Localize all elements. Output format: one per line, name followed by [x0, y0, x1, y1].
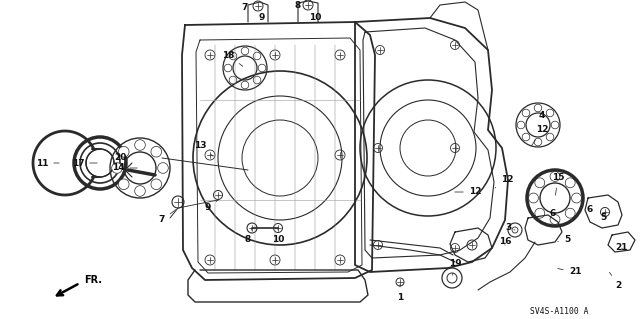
- Circle shape: [224, 64, 232, 72]
- Circle shape: [253, 52, 261, 60]
- Circle shape: [134, 186, 145, 196]
- Circle shape: [241, 47, 249, 55]
- Circle shape: [522, 109, 530, 117]
- Circle shape: [551, 121, 559, 129]
- Text: 18: 18: [221, 50, 243, 66]
- Text: 10: 10: [309, 13, 321, 23]
- Circle shape: [118, 146, 129, 157]
- Text: 1: 1: [397, 285, 403, 301]
- Text: 5: 5: [557, 235, 570, 244]
- Circle shape: [112, 163, 122, 173]
- Circle shape: [550, 215, 560, 225]
- Text: 12: 12: [532, 125, 548, 146]
- Text: 21: 21: [557, 268, 581, 277]
- Text: 10: 10: [272, 228, 284, 244]
- Text: 8: 8: [295, 2, 301, 11]
- Text: 13: 13: [194, 140, 213, 156]
- Circle shape: [134, 140, 145, 150]
- Circle shape: [534, 104, 542, 112]
- Circle shape: [529, 193, 538, 203]
- Text: 12: 12: [455, 188, 481, 197]
- Text: 19: 19: [449, 258, 461, 275]
- Text: 14: 14: [112, 164, 137, 173]
- Circle shape: [253, 76, 261, 84]
- Text: 3: 3: [505, 224, 515, 233]
- Circle shape: [157, 163, 168, 173]
- Circle shape: [241, 81, 249, 89]
- Circle shape: [534, 138, 542, 146]
- Text: 15: 15: [552, 174, 564, 195]
- Text: 16: 16: [499, 238, 511, 247]
- Text: 9: 9: [205, 200, 218, 212]
- Text: 12: 12: [495, 175, 513, 188]
- Circle shape: [546, 109, 554, 117]
- Circle shape: [535, 178, 545, 188]
- Circle shape: [565, 178, 575, 188]
- Text: 4: 4: [538, 110, 545, 125]
- Circle shape: [550, 172, 560, 182]
- Text: 7: 7: [159, 210, 176, 225]
- Circle shape: [517, 121, 525, 129]
- Text: 8: 8: [245, 228, 252, 244]
- Text: 6: 6: [550, 209, 556, 218]
- Circle shape: [229, 76, 237, 84]
- Circle shape: [572, 193, 582, 203]
- Circle shape: [535, 208, 545, 218]
- Text: 21: 21: [616, 243, 628, 253]
- Text: 9: 9: [259, 13, 265, 23]
- Text: SV4S-A1100 A: SV4S-A1100 A: [530, 307, 589, 315]
- Circle shape: [151, 146, 161, 157]
- Text: 20: 20: [114, 153, 127, 168]
- Circle shape: [151, 179, 161, 189]
- Text: 7: 7: [242, 4, 248, 12]
- Circle shape: [546, 133, 554, 141]
- Text: FR.: FR.: [84, 275, 102, 285]
- Circle shape: [565, 208, 575, 218]
- Circle shape: [522, 133, 530, 141]
- Circle shape: [258, 64, 266, 72]
- Text: 2: 2: [609, 272, 621, 290]
- Circle shape: [229, 52, 237, 60]
- Circle shape: [118, 179, 129, 189]
- Text: 5: 5: [600, 212, 606, 221]
- Text: 17: 17: [72, 159, 97, 167]
- Text: 6: 6: [587, 205, 593, 214]
- Text: 11: 11: [36, 159, 60, 167]
